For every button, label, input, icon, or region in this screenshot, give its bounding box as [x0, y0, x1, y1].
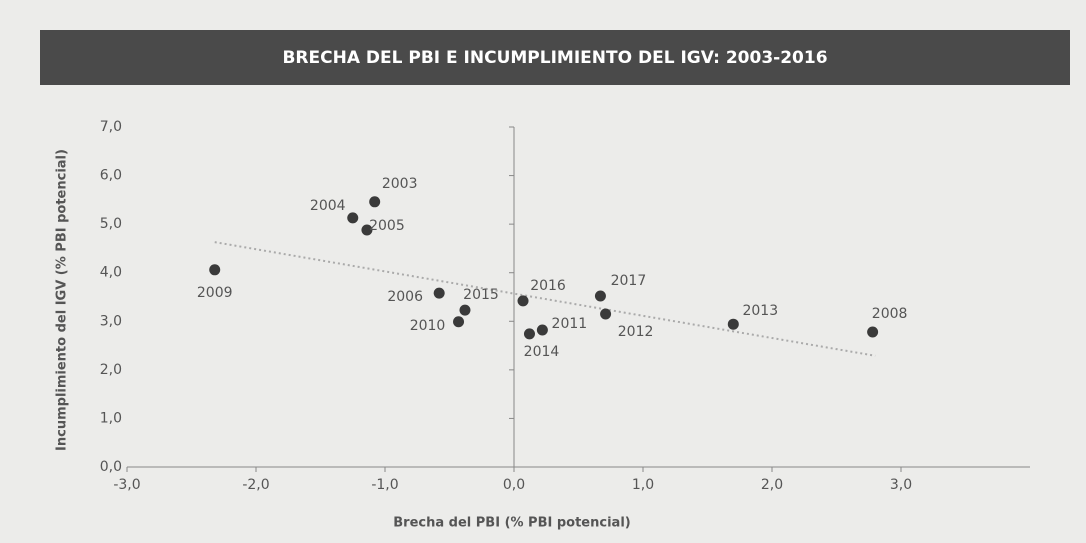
point — [453, 316, 465, 328]
x-tick-label: 0,0 — [503, 477, 525, 493]
point — [369, 196, 381, 208]
point-label: 2005 — [369, 218, 405, 234]
point-label: 2016 — [530, 278, 566, 294]
x-axis-label: Brecha del PBI (% PBI potencial) — [393, 516, 630, 531]
point — [727, 318, 739, 330]
title-bar — [40, 30, 1070, 85]
y-tick-label: 6,0 — [100, 168, 122, 184]
y-tick-label: 3,0 — [100, 313, 122, 329]
point — [347, 212, 359, 224]
point — [209, 264, 221, 276]
point-label: 2012 — [618, 324, 654, 340]
x-tick-label: -3,0 — [113, 477, 140, 493]
point-label: 2003 — [382, 176, 418, 192]
point-label: 2015 — [463, 287, 499, 303]
point — [594, 290, 606, 302]
point — [523, 328, 535, 340]
point — [459, 304, 471, 316]
point — [433, 287, 445, 299]
point — [867, 326, 879, 338]
point — [536, 324, 548, 336]
point-label: 2006 — [387, 289, 423, 305]
x-tick-label: -2,0 — [242, 477, 269, 493]
y-tick-label: 5,0 — [100, 216, 122, 232]
x-tick-label: 3,0 — [890, 477, 912, 493]
point-label: 2004 — [310, 198, 346, 214]
point-label: 2017 — [611, 273, 647, 289]
trendline — [214, 241, 876, 357]
point-label: 2009 — [197, 285, 233, 301]
y-tick-label: 0,0 — [100, 459, 122, 475]
y-tick-label: 7,0 — [100, 119, 122, 135]
y-tick-label: 2,0 — [100, 362, 122, 378]
point-label: 2008 — [872, 306, 908, 322]
point-label: 2013 — [742, 303, 778, 319]
chart-title: BRECHA DEL PBI E INCUMPLIMIENTO DEL IGV:… — [282, 48, 827, 68]
point — [517, 295, 529, 307]
point — [361, 224, 373, 236]
x-tick-label: -1,0 — [371, 477, 398, 493]
y-tick-label: 1,0 — [100, 410, 122, 426]
y-tick-label: 4,0 — [100, 265, 122, 281]
y-axis-label: Incumplimiento del IGV (% PBI potencial) — [55, 149, 70, 451]
point — [600, 308, 612, 320]
x-tick-label: 2,0 — [761, 477, 783, 493]
point-label: 2014 — [524, 344, 560, 360]
point-label: 2010 — [410, 318, 446, 334]
point-label: 2011 — [552, 316, 588, 332]
x-tick-label: 1,0 — [632, 477, 654, 493]
